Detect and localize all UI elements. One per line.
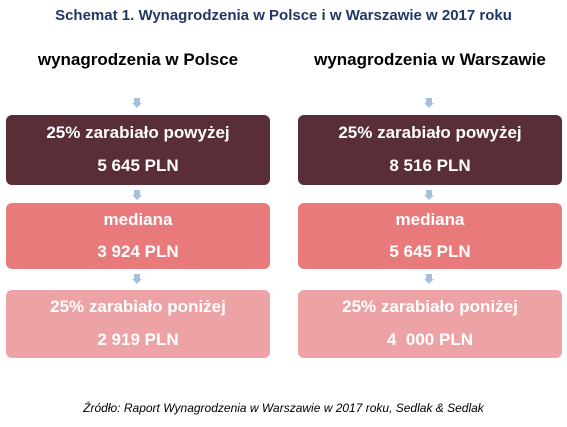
arrow-down-icon	[424, 190, 434, 200]
box-label: 25% zarabiało poniżej	[342, 297, 518, 316]
arrow-down-icon	[424, 98, 434, 108]
box-label: 25% zarabiało powyżej	[338, 123, 522, 142]
arrow-down-icon	[132, 98, 142, 108]
column-header: wynagrodzenia w Polsce	[37, 50, 239, 69]
column-header: wynagrodzenia w Warszawie	[314, 50, 546, 69]
arrow-down-icon	[132, 274, 142, 284]
arrow-down-icon	[424, 274, 434, 284]
column-poland: wynagrodzenia w Polsce 25% zarabiało pow…	[6, 0, 270, 380]
upper-quartile-box: 25% zarabiało powyżej 8 516 PLN	[298, 115, 562, 185]
box-value: 2 919 PLN	[97, 330, 179, 349]
lower-quartile-box: 25% zarabiało poniżej 2 919 PLN	[6, 290, 270, 358]
box-value: 8 516 PLN	[389, 156, 471, 175]
column-warsaw: wynagrodzenia w Warszawie 25% zarabiało …	[298, 0, 562, 380]
arrow-down-icon	[132, 190, 142, 200]
source-note: Źródło: Raport Wynagrodzenia w Warszawie…	[83, 401, 484, 415]
box-value: 5 645 PLN	[389, 242, 471, 261]
lower-quartile-box: 25% zarabiało poniżej 4 000 PLN	[298, 290, 562, 358]
upper-quartile-box: 25% zarabiało powyżej 5 645 PLN	[6, 115, 270, 185]
median-box: mediana 3 924 PLN	[6, 203, 270, 269]
diagram-title: Schemat 1. Wynagrodzenia w Polsce i w Wa…	[55, 7, 512, 24]
box-value: 3 924 PLN	[97, 242, 179, 261]
median-box: mediana 5 645 PLN	[298, 203, 562, 269]
box-label: 25% zarabiało poniżej	[50, 297, 226, 316]
box-label: mediana	[395, 210, 465, 229]
box-value: 4 000 PLN	[387, 330, 473, 349]
box-label: 25% zarabiało powyżej	[46, 123, 230, 142]
box-value: 5 645 PLN	[97, 156, 179, 175]
box-label: mediana	[103, 210, 173, 229]
